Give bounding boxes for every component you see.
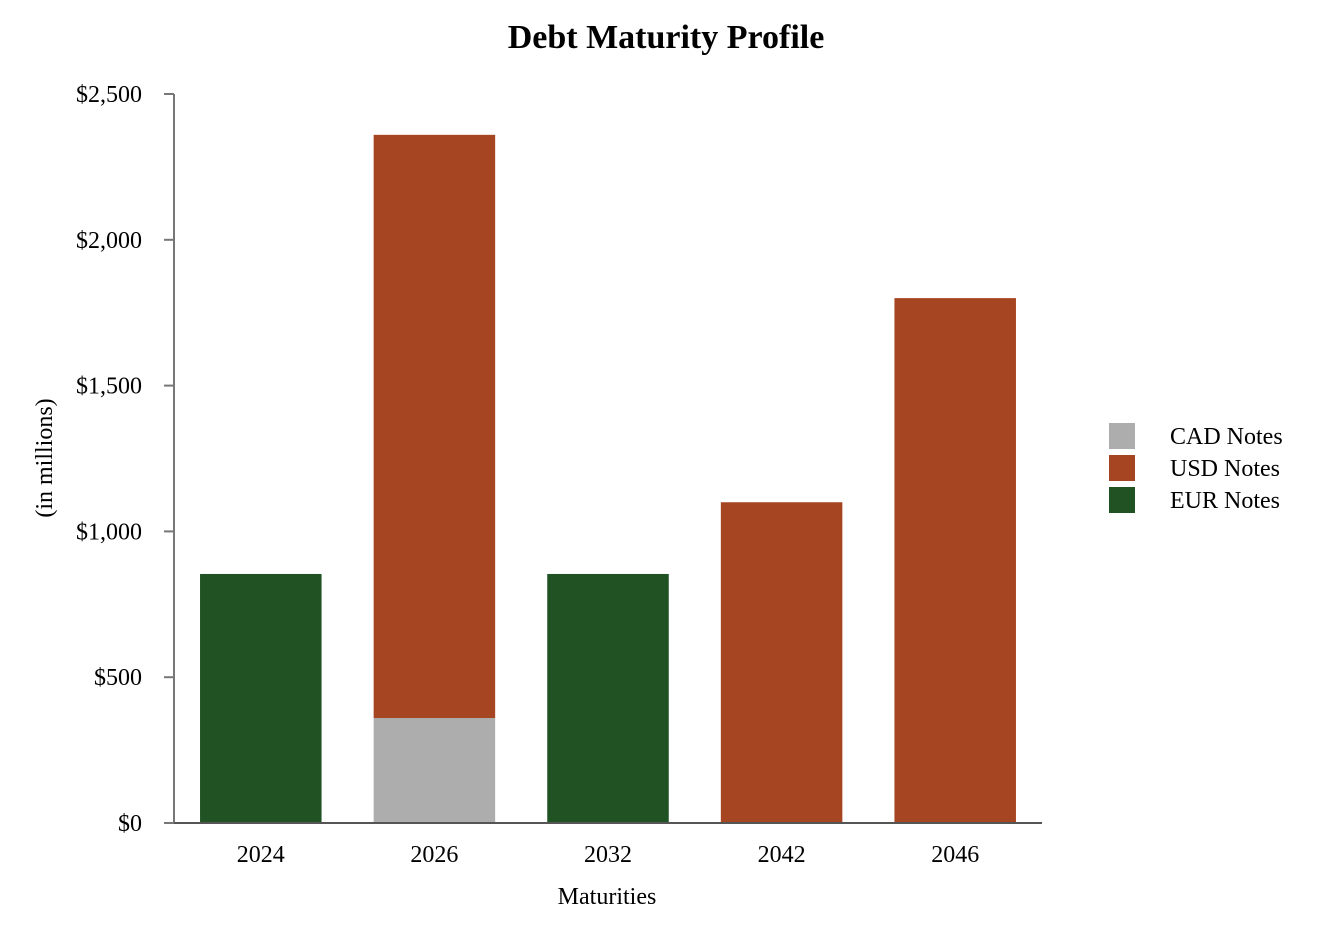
bars-group: [200, 134, 1016, 823]
x-ticks: 2024 2026 2032 2042 2046: [237, 842, 979, 868]
x-axis-label: Maturities: [558, 884, 657, 910]
bar-2042-usd-notes: [720, 502, 843, 823]
y-ticks: $0 $500 $1,000 $1,500 $2,000 $2,500: [76, 82, 174, 837]
y-tick-label: $500: [94, 665, 142, 691]
y-axis-label: (in millions): [32, 398, 58, 517]
legend-swatch: [1109, 455, 1135, 481]
x-tick-label: 2026: [410, 842, 458, 868]
chart-title: Debt Maturity Profile: [508, 19, 825, 56]
x-tick-label: 2042: [758, 842, 806, 868]
bar-2032-eur-notes: [547, 573, 669, 823]
legend-label: CAD Notes: [1170, 424, 1283, 450]
bar-2026-usd-notes: [373, 134, 496, 719]
legend-swatch: [1109, 487, 1135, 513]
bar-2024-eur-notes: [200, 573, 322, 823]
bar-2026-cad-notes: [373, 718, 496, 823]
legend-label: EUR Notes: [1170, 488, 1280, 514]
y-tick-label: $1,500: [76, 374, 142, 400]
x-tick-label: 2024: [237, 842, 285, 868]
legend-label: USD Notes: [1170, 456, 1280, 482]
y-tick-label: $1,000: [76, 519, 142, 545]
x-tick-label: 2046: [931, 842, 979, 868]
bar-2046-usd-notes: [894, 298, 1016, 823]
x-tick-label: 2032: [584, 842, 632, 868]
y-tick-label: $2,500: [76, 82, 142, 108]
legend: CAD Notes USD Notes EUR Notes: [1109, 423, 1283, 514]
legend-swatch: [1109, 423, 1135, 449]
y-tick-label: $2,000: [76, 228, 142, 254]
y-tick-label: $0: [118, 811, 142, 837]
